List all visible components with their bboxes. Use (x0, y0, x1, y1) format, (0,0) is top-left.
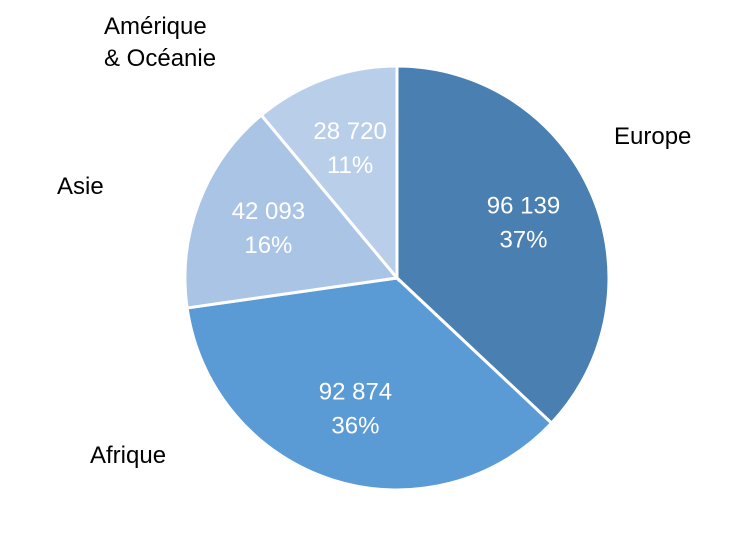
category-label: Afrique (90, 442, 167, 469)
percentage-label: 11% (327, 152, 373, 179)
percentage-label: 16% (244, 232, 292, 259)
category-label: Asie (57, 173, 104, 200)
pie-slice (185, 276, 554, 492)
value-label: 42 093 (232, 198, 305, 225)
value-label: 28 720 (313, 118, 386, 145)
pie-slice (259, 64, 399, 283)
category-label: Amérique & Océanie (104, 13, 217, 72)
value-label: 96 139 (487, 193, 560, 220)
percentage-label: 36% (331, 413, 379, 440)
category-label: Europe (614, 123, 692, 150)
value-label: 92 874 (319, 379, 392, 406)
pie-slice (395, 64, 611, 426)
percentage-label: 37% (499, 227, 547, 254)
pie-slice (183, 112, 400, 310)
